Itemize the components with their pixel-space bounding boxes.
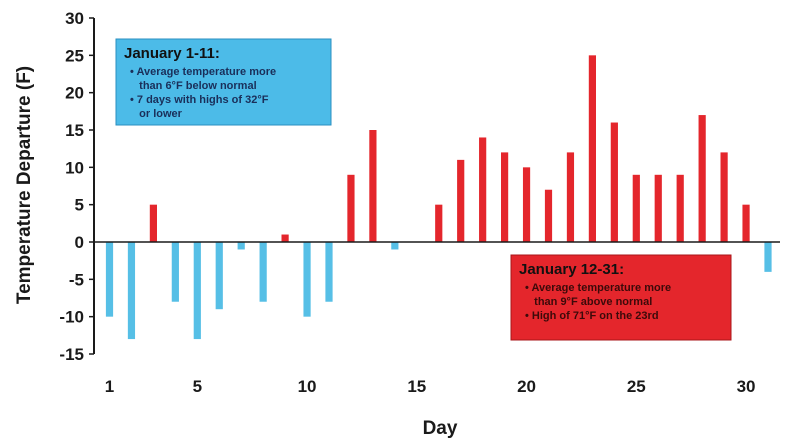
- x-tick-label: 1: [105, 377, 114, 396]
- y-tick-label: -15: [59, 345, 84, 364]
- bar-day-7: [237, 242, 245, 250]
- bar-day-23: [588, 55, 596, 242]
- y-tick-label: 30: [65, 9, 84, 28]
- bar-day-9: [281, 234, 289, 242]
- bar-day-16: [435, 204, 443, 242]
- bar-day-6: [215, 242, 223, 310]
- bars-layer: [105, 55, 772, 340]
- bar-day-28: [698, 115, 706, 242]
- y-tick-label: 5: [75, 196, 84, 215]
- bar-day-5: [193, 242, 201, 340]
- bar-day-10: [303, 242, 311, 317]
- bar-day-11: [325, 242, 333, 302]
- annotation-warm: January 12-31: • Average temperature more…: [510, 254, 732, 341]
- bar-day-20: [522, 167, 531, 242]
- bar-day-18: [479, 137, 487, 242]
- annotation-line: • 7 days with highs of 32°F: [130, 94, 269, 106]
- annotation-line: • Average temperature more: [525, 282, 671, 294]
- bar-day-2: [127, 242, 136, 340]
- bar-day-8: [259, 242, 267, 302]
- annotations-layer: January 1-11:• Average temperature more …: [115, 38, 732, 341]
- annotation-title: January 1-11:: [124, 45, 220, 62]
- x-tick-label: 5: [193, 377, 202, 396]
- bar-day-26: [654, 174, 662, 242]
- y-tick-label: 10: [65, 158, 84, 177]
- y-tick-label: -5: [69, 270, 84, 289]
- annotation-line: than 9°F above normal: [525, 296, 652, 308]
- bar-day-19: [501, 152, 509, 242]
- bar-day-21: [544, 189, 553, 242]
- y-tick-label: -10: [59, 308, 84, 327]
- annotation-cold: January 1-11:• Average temperature more …: [115, 38, 332, 126]
- annotation-line: • Average temperature more: [130, 66, 276, 78]
- bar-day-17: [457, 159, 465, 242]
- axes-layer: [89, 17, 780, 355]
- x-tick-label: 10: [298, 377, 317, 396]
- x-tick-label: 25: [627, 377, 646, 396]
- bar-day-4: [171, 242, 179, 302]
- x-axis-title: Day: [423, 418, 458, 439]
- bar-day-13: [369, 130, 377, 242]
- y-tick-label: 0: [75, 233, 84, 252]
- y-tick-label: 15: [65, 121, 84, 140]
- bar-day-12: [347, 174, 355, 242]
- bar-day-31: [764, 242, 772, 272]
- bar-day-3: [149, 204, 157, 242]
- annotation-title: January 12-31:: [519, 261, 624, 278]
- bar-day-22: [566, 152, 575, 242]
- x-tick-label: 15: [407, 377, 426, 396]
- x-tick-label: 30: [737, 377, 756, 396]
- bar-day-1: [105, 242, 114, 317]
- annotation-line: or lower: [130, 108, 183, 120]
- y-tick-label: 25: [65, 46, 84, 65]
- bar-day-29: [720, 152, 728, 242]
- bar-day-30: [742, 204, 750, 242]
- bar-day-25: [632, 174, 640, 242]
- bar-day-27: [676, 174, 684, 242]
- x-tick-label: 20: [517, 377, 536, 396]
- annotation-box: [510, 254, 732, 341]
- annotation-line: • High of 71°F on the 23rd: [525, 310, 659, 322]
- annotation-line: than 6°F below normal: [130, 80, 257, 92]
- y-tick-label: 20: [65, 84, 84, 103]
- bar-day-24: [610, 122, 618, 242]
- bar-day-14: [391, 242, 399, 250]
- y-axis-title: Temperature Departure (F): [14, 66, 35, 304]
- annotation-box: [115, 38, 332, 126]
